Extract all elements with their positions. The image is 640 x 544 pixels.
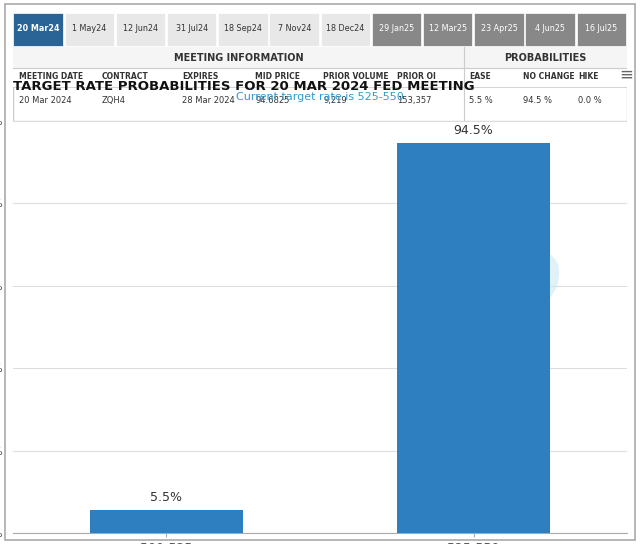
Text: Q: Q	[497, 249, 561, 323]
Text: 0.0 %: 0.0 %	[578, 96, 602, 104]
Bar	[525, 13, 575, 46]
Bar	[269, 13, 319, 46]
Text: 23 Apr25: 23 Apr25	[481, 24, 518, 33]
Text: 153,357: 153,357	[397, 96, 431, 104]
Bar	[167, 13, 216, 46]
Text: CONTRACT: CONTRACT	[102, 72, 148, 81]
Text: 20 Mar 2024: 20 Mar 2024	[19, 96, 72, 104]
Bar	[90, 510, 243, 533]
Bar	[423, 13, 472, 46]
Bar	[397, 143, 550, 533]
Text: 12 Jun24: 12 Jun24	[124, 24, 158, 33]
Text: ZQH4: ZQH4	[102, 96, 126, 104]
Text: 94.5%: 94.5%	[454, 124, 493, 137]
Bar	[218, 13, 268, 46]
Text: PROBABILITIES: PROBABILITIES	[504, 53, 587, 63]
Text: PRIOR OI: PRIOR OI	[397, 72, 436, 81]
Text: 28 Mar 2024: 28 Mar 2024	[182, 96, 234, 104]
Text: 4 Jun25: 4 Jun25	[536, 24, 565, 33]
Text: EASE: EASE	[469, 72, 491, 81]
Text: 1 May24: 1 May24	[72, 24, 107, 33]
Text: HIKE: HIKE	[578, 72, 598, 81]
Bar	[13, 13, 63, 46]
Text: MID PRICE: MID PRICE	[255, 72, 301, 81]
Bar	[372, 13, 421, 46]
Text: 18 Dec24: 18 Dec24	[326, 24, 365, 33]
Text: Current target rate is 525-550: Current target rate is 525-550	[236, 92, 404, 102]
Text: MEETING DATE: MEETING DATE	[19, 72, 83, 81]
Text: 12 Mar25: 12 Mar25	[429, 24, 467, 33]
Text: 5.5 %: 5.5 %	[469, 96, 493, 104]
Text: 9,219: 9,219	[323, 96, 347, 104]
Bar	[321, 13, 370, 46]
Text: EXPIRES: EXPIRES	[182, 72, 218, 81]
Text: PRIOR VOLUME: PRIOR VOLUME	[323, 72, 388, 81]
Bar	[116, 13, 165, 46]
Bar	[13, 68, 627, 87]
Text: TARGET RATE PROBABILITIES FOR 20 MAR 2024 FED MEETING: TARGET RATE PROBABILITIES FOR 20 MAR 202…	[13, 80, 474, 93]
Text: 7 Nov24: 7 Nov24	[278, 24, 311, 33]
Text: 94.6825: 94.6825	[255, 96, 290, 104]
Text: 18 Sep24: 18 Sep24	[224, 24, 262, 33]
Text: MEETING INFORMATION: MEETING INFORMATION	[174, 53, 303, 63]
Text: 20 Mar24: 20 Mar24	[17, 24, 60, 33]
Text: 94.5 %: 94.5 %	[523, 96, 552, 104]
Text: ≡: ≡	[620, 65, 634, 83]
Bar	[577, 13, 626, 46]
Bar	[13, 47, 465, 68]
Text: 29 Jan25: 29 Jan25	[379, 24, 415, 33]
Bar	[65, 13, 114, 46]
Text: NO CHANGE: NO CHANGE	[523, 72, 574, 81]
Text: 5.5%: 5.5%	[150, 491, 182, 504]
Bar	[474, 13, 524, 46]
Bar	[465, 47, 627, 68]
Text: 31 Jul24: 31 Jul24	[176, 24, 208, 33]
Text: 16 Jul25: 16 Jul25	[586, 24, 618, 33]
